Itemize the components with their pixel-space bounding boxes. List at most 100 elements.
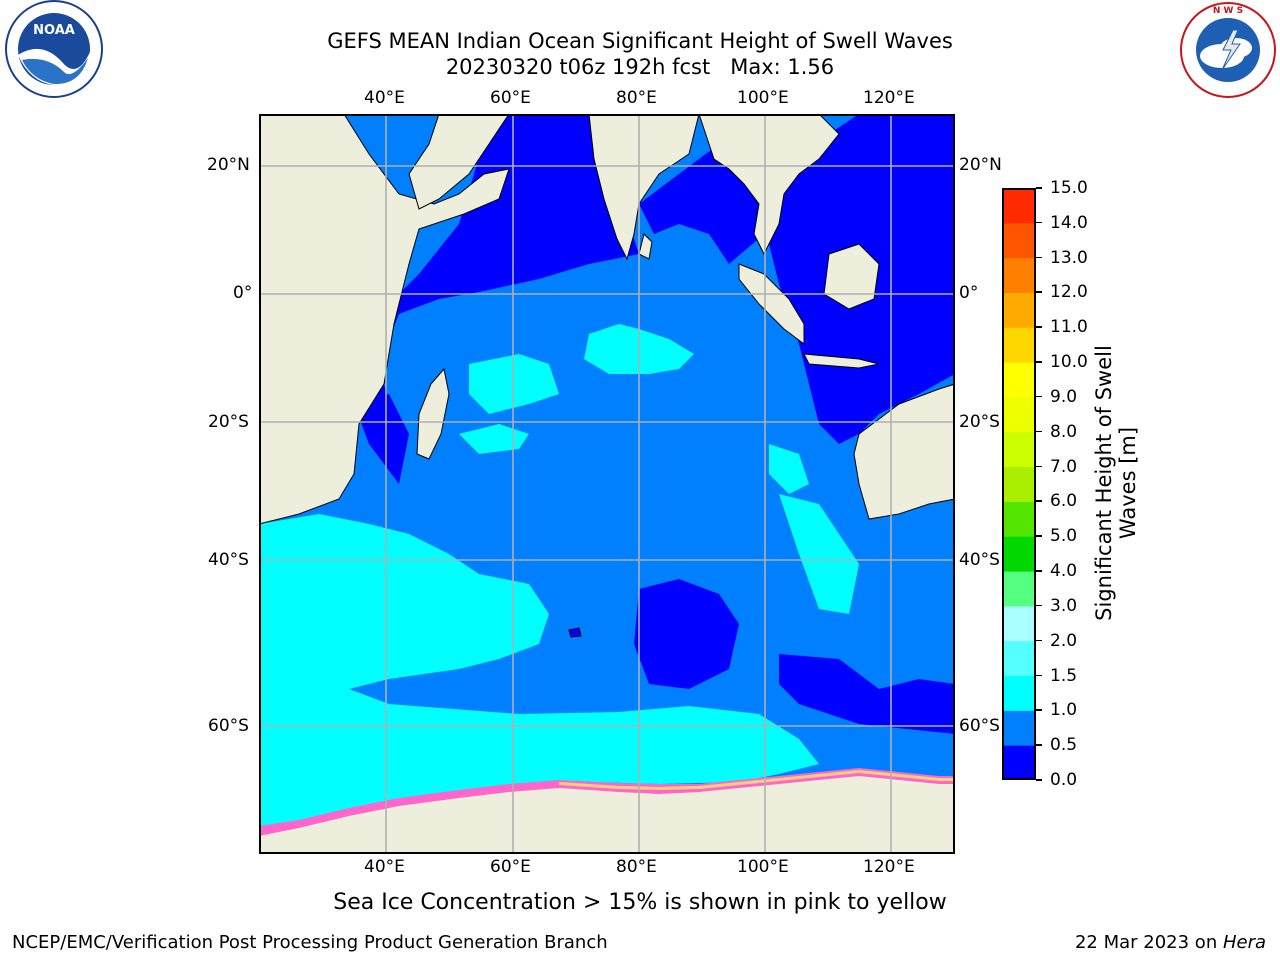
colorbar-label-line-1: Significant Height of Swell	[1092, 345, 1116, 621]
southeast-asia-land	[698, 115, 840, 256]
colorbar-segment	[1002, 675, 1036, 711]
java-land	[803, 353, 880, 369]
southern-low-swell-2	[779, 654, 954, 734]
footer-left: NCEP/EMC/Verification Post Processing Pr…	[12, 932, 608, 953]
australia-land	[853, 383, 954, 520]
footer-date: 22 Mar 2023 on	[1074, 932, 1223, 953]
title-line-2: 20230320 t06z 192h fcst Max: 1.56	[445, 55, 835, 79]
colorbar-tick-label: 14.0	[1050, 212, 1088, 233]
colorbar-tick-mark	[1036, 639, 1042, 642]
southern-low-swell-1	[634, 579, 739, 689]
lat-label-right-40s: 40°S	[959, 550, 1000, 570]
lon-label-top-100e: 100°E	[737, 88, 789, 108]
colorbar-tick-label: 1.0	[1050, 700, 1078, 721]
colorbar-tick-mark	[1036, 187, 1042, 189]
colorbar-tick-mark	[1036, 430, 1042, 433]
swell-patch-east-2	[779, 494, 859, 614]
colorbar-tick-mark	[1036, 291, 1042, 293]
colorbar-tick-mark	[1036, 326, 1042, 328]
sumatra-land	[738, 263, 805, 345]
colorbar-segment	[1002, 188, 1036, 224]
colorbar-tick-mark	[1036, 535, 1042, 537]
colorbar-tick-label: 10.0	[1050, 352, 1088, 373]
colorbar-tick-mark	[1036, 709, 1042, 711]
colorbar-tick-mark	[1036, 674, 1042, 677]
title-line-1: GEFS MEAN Indian Ocean Significant Heigh…	[327, 29, 953, 53]
colorbar-tick-label: 6.0	[1050, 491, 1078, 512]
svg-text:NOAA: NOAA	[33, 23, 75, 38]
colorbar-segment	[1002, 327, 1036, 363]
swell-patch-east-1	[769, 444, 809, 494]
sea-ice-note: Sea Ice Concentration > 15% is shown in …	[333, 890, 947, 915]
colorbar-ticks: 0.0 0.5 1.0 1.5 2.0 3.0 4.0 5.0 6.0 7.0 8.0 9.0 10.0…	[1036, 178, 1096, 792]
colorbar-segment	[1002, 710, 1036, 746]
lon-label-top-60e: 60°E	[490, 88, 531, 108]
colorbar-segment	[1002, 640, 1036, 677]
svg-text:N W S: N W S	[1213, 6, 1243, 16]
colorbar-segment	[1002, 292, 1036, 328]
lat-label-right-60s: 60°S	[959, 716, 1000, 736]
colorbar-tick-label: 4.0	[1050, 561, 1078, 582]
colorbar-tick-label: 0.0	[1050, 770, 1078, 790]
southern-ocean-swell	[260, 514, 819, 826]
swell-patch-central	[469, 354, 559, 414]
lat-label-right-20n: 20°N	[959, 155, 1002, 175]
colorbar-segment	[1002, 466, 1036, 502]
colorbar-segment	[1002, 222, 1036, 259]
colorbar-segment	[1002, 745, 1036, 781]
colorbar-tick-label: 15.0	[1050, 178, 1088, 198]
colorbar-tick-label: 3.0	[1050, 595, 1078, 616]
lat-label-left-40s: 40°S	[208, 550, 249, 570]
colorbar-tick-label: 12.0	[1050, 282, 1088, 303]
colorbar-segment	[1002, 431, 1036, 468]
lon-label-bottom-100e: 100°E	[737, 857, 789, 877]
colorbar-segment	[1002, 396, 1036, 433]
lat-label-left-20s: 20°S	[208, 412, 249, 432]
colorbar-tick-label: 5.0	[1050, 526, 1078, 547]
colorbar-tick-mark	[1036, 256, 1042, 259]
gridlines	[260, 115, 954, 853]
lon-label-bottom-40e: 40°E	[364, 857, 405, 877]
footer-host: Hera	[1222, 932, 1266, 953]
india-land	[588, 115, 700, 261]
lon-label-top-80e: 80°E	[616, 88, 657, 108]
colorbar-segment	[1002, 362, 1036, 398]
arabia-land	[408, 115, 509, 210]
colorbar-tick-label: 7.0	[1050, 456, 1078, 477]
colorbar-segment	[1002, 536, 1036, 572]
colorbar-tick-mark	[1036, 395, 1042, 398]
map-frame	[259, 114, 955, 854]
sri-lanka-land	[638, 233, 653, 260]
lat-label-left-60s: 60°S	[208, 716, 249, 736]
colorbar-tick-label: 0.5	[1050, 735, 1078, 756]
noaa-logo: NOAA	[2, 0, 106, 100]
lat-label-left-20n: 20°N	[207, 155, 250, 175]
chart-title: GEFS MEAN Indian Ocean Significant Heigh…	[0, 28, 1280, 80]
colorbar-segment	[1002, 257, 1036, 293]
colorbar-tick-label: 9.0	[1050, 386, 1078, 407]
swell-patch-west	[459, 424, 529, 454]
colorbar-tick-label: 11.0	[1050, 317, 1088, 338]
mozambique-low-swell	[354, 394, 409, 484]
colorbar-tick-mark	[1036, 500, 1042, 502]
footer-right: 22 Mar 2023 on Hera	[1075, 932, 1266, 953]
colorbar-tick-mark	[1036, 361, 1042, 363]
colorbar-tick-mark	[1036, 570, 1042, 572]
lon-label-bottom-120e: 120°E	[863, 857, 915, 877]
map-panel	[259, 114, 955, 854]
colorbar-tick-mark	[1036, 465, 1042, 468]
colorbar-tick-mark	[1036, 744, 1042, 746]
lon-label-bottom-80e: 80°E	[616, 857, 657, 877]
madagascar-land	[416, 367, 450, 460]
colorbar-frame	[1002, 188, 1036, 780]
nws-logo: N W S	[1178, 0, 1278, 100]
colorbar-label-line-2: Waves [m]	[1116, 426, 1140, 540]
colorbar-tick-label: 1.5	[1050, 665, 1078, 686]
colorbar	[1002, 188, 1036, 781]
lat-label-right-20s: 20°S	[959, 412, 1000, 432]
colorbar-tick-label: 8.0	[1050, 421, 1078, 442]
colorbar-tick-mark	[1036, 779, 1042, 781]
colorbar-segment	[1002, 571, 1036, 607]
colorbar-tick-label: 13.0	[1050, 247, 1088, 268]
colorbar-tick-mark	[1036, 604, 1042, 607]
